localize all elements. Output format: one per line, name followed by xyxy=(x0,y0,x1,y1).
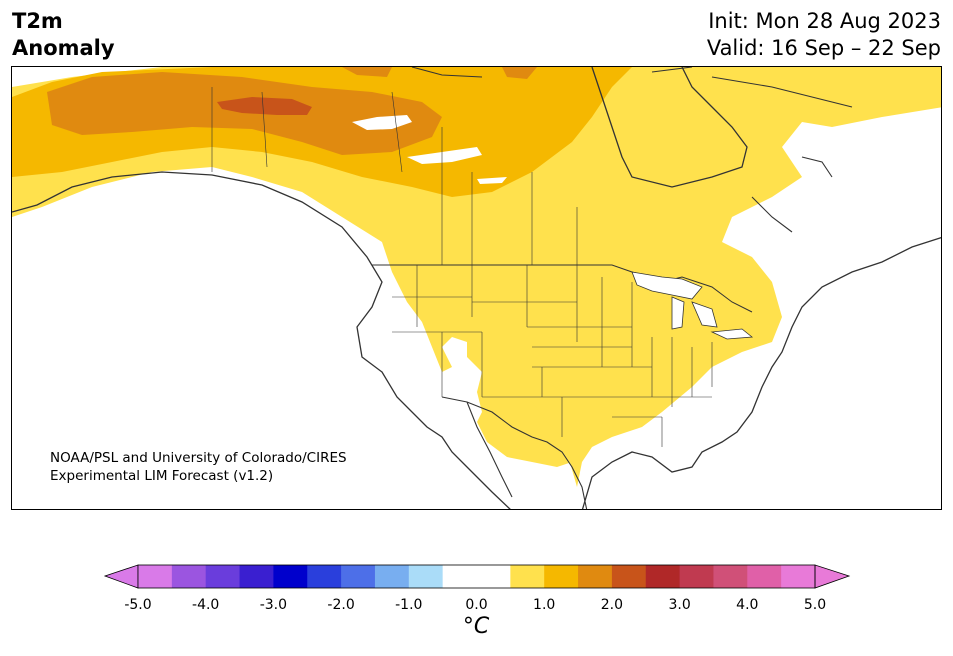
colorbar-cell xyxy=(611,565,647,588)
colorbar-over-arrow xyxy=(814,564,851,589)
colorbar-cell xyxy=(713,565,748,588)
colorbar-under-arrow xyxy=(103,564,139,589)
colorbar-tick-label: 5.0 xyxy=(803,597,827,613)
colorbar-cell xyxy=(544,565,579,588)
colorbar-cell xyxy=(747,565,782,588)
colorbar-cell xyxy=(374,565,410,588)
anomaly-region-1c-south xyxy=(477,392,572,467)
colorbar-cell xyxy=(171,565,207,588)
colorbar-cell xyxy=(307,565,342,588)
state-lines xyxy=(392,265,713,447)
credit-text: NOAA/PSL and University of Colorado/CIRE… xyxy=(50,449,347,485)
great-lakes xyxy=(631,271,754,340)
colorbar-cell xyxy=(408,565,444,588)
anomaly-region-3c-north xyxy=(342,67,537,79)
valid-date: Valid: 16 Sep – 22 Sep xyxy=(706,36,941,60)
anomaly-region-3c xyxy=(47,72,442,155)
coastline-hudson xyxy=(591,67,748,188)
colorbar-tick-label: -1.0 xyxy=(395,597,423,613)
credit-line-2: Experimental LIM Forecast (v1.2) xyxy=(50,468,274,484)
colorbar-cell xyxy=(476,565,511,588)
colorbar-tick-label: -3.0 xyxy=(259,597,288,613)
colorbar-cell xyxy=(273,565,308,588)
colorbar-tick-label: -4.0 xyxy=(192,597,220,613)
colorbar-cell xyxy=(341,565,376,588)
lake-small xyxy=(477,177,507,184)
colorbar-cell xyxy=(205,565,241,588)
mexico-outline xyxy=(441,396,588,509)
colorbar-cell xyxy=(510,565,545,588)
init-date: Init: Mon 28 Aug 2023 xyxy=(708,9,941,33)
anomaly-region-4c xyxy=(217,97,312,115)
colorbar-tick-label: -2.0 xyxy=(327,597,355,613)
great-slave-lake xyxy=(352,115,412,130)
colorbar-cell xyxy=(645,565,681,588)
map-title: T2m Anomaly xyxy=(12,8,115,62)
title-line-1: T2m xyxy=(12,9,63,33)
colorbar-tick-label: 0.0 xyxy=(465,597,488,613)
colorbar-cell xyxy=(578,565,613,588)
anomaly-region-1c xyxy=(12,67,941,487)
colorbar-tick-label: 4.0 xyxy=(736,597,759,613)
colorbar-tick-label: -5.0 xyxy=(124,597,152,613)
colorbar-cell xyxy=(138,565,173,588)
forecast-dates: Init: Mon 28 Aug 2023 Valid: 16 Sep – 22… xyxy=(707,8,941,62)
title-line-2: Anomaly xyxy=(12,36,115,60)
credit-line-1: NOAA/PSL and University of Colorado/CIRE… xyxy=(50,450,347,466)
colorbar-tick-label: 2.0 xyxy=(600,597,624,613)
colorbar-tick-label: 3.0 xyxy=(668,597,691,613)
colorbar-cell xyxy=(679,565,714,588)
colorbar-border xyxy=(137,564,816,589)
colorbar-cell xyxy=(239,565,274,588)
colorbar-unit: °C xyxy=(462,614,490,639)
coastline xyxy=(12,171,511,509)
colorbar-tick-label: 1.0 xyxy=(533,597,556,613)
anomaly-map xyxy=(12,67,941,509)
colorbar-cells xyxy=(138,565,816,588)
coastline-east xyxy=(581,236,941,509)
arctic-islands xyxy=(411,67,853,233)
map-panel: NOAA/PSL and University of Colorado/CIRE… xyxy=(11,66,942,510)
colorbar-cell xyxy=(442,565,477,588)
colorbar-cell xyxy=(781,565,816,588)
lake-athabasca xyxy=(407,147,482,164)
colorbar xyxy=(103,564,851,589)
province-lines xyxy=(211,87,578,265)
